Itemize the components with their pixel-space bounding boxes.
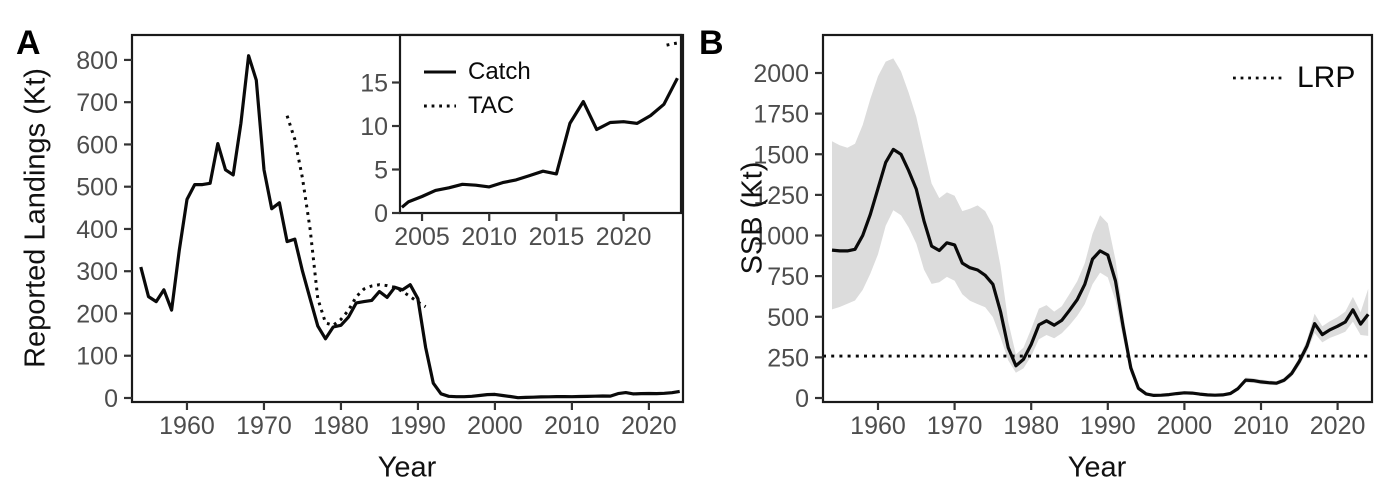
inset-x-tick-label: 2020: [596, 223, 652, 251]
panel_b-y-tick-label: 500: [767, 304, 809, 332]
panel-a-letter: A: [16, 24, 41, 62]
panel-b-x-axis-title: Year: [1067, 451, 1127, 484]
panel_b-x-tick-label: 1960: [850, 412, 906, 440]
panel_b-y-tick-label: 1000: [753, 223, 809, 251]
inset-border: [398, 33, 683, 215]
panel_a-y-tick-label: 0: [104, 385, 118, 413]
panel-b-legend-lrp-label: LRP: [1297, 61, 1356, 94]
inset-series-catch: [400, 77, 679, 209]
panel_a-x-tick-label: 2000: [467, 412, 523, 440]
panel_a-x-tick-label: 1970: [236, 412, 292, 440]
inset-y-tick-label: 10: [360, 113, 388, 141]
panel_a-y-tick-label: 200: [76, 300, 118, 328]
panel-b-y-axis-title: SSB (Kt): [736, 161, 769, 275]
panel_a-series-tac: [285, 115, 427, 327]
panel_a-x-tick-label: 2010: [544, 412, 600, 440]
panel_b-x-tick-label: 1970: [927, 412, 983, 440]
panel_b-y-tick-label: 2000: [753, 60, 809, 88]
panel_a-y-tick-label: 800: [76, 47, 118, 75]
panel-b-letter: B: [699, 24, 724, 62]
panel_a-y-tick-label: 600: [76, 131, 118, 159]
panel_a-x-tick-label: 1960: [159, 412, 215, 440]
panel_a-x-tick-label: 1990: [390, 412, 446, 440]
inset-series-tac: [666, 41, 681, 47]
inset-y-tick-label: 0: [374, 200, 388, 228]
panel_b-x-tick-label: 2020: [1310, 412, 1366, 440]
panel_b-confidence-ribbon: [832, 58, 1369, 397]
panel_b-x-tick-label: 1990: [1080, 412, 1136, 440]
panel_a-x-tick-label: 1980: [313, 412, 369, 440]
panel_b-y-tick-label: 1250: [753, 182, 809, 210]
inset-legend-catch-label: Catch: [468, 58, 531, 85]
panel_b-y-tick-label: 250: [767, 344, 809, 372]
panel_b-x-tick-label: 1980: [1003, 412, 1059, 440]
panel_b-x-tick-label: 2000: [1157, 412, 1213, 440]
panel_a-y-tick-label: 500: [76, 174, 118, 202]
panel_a-y-tick-label: 400: [76, 216, 118, 244]
inset-x-tick-label: 2010: [461, 223, 517, 251]
panel_a-y-tick-label: 700: [76, 89, 118, 117]
panel_b-y-tick-label: 750: [767, 263, 809, 291]
inset-x-tick-label: 2015: [529, 223, 585, 251]
panel_a-x-tick-label: 2020: [621, 412, 677, 440]
inset-legend-tac-label: TAC: [468, 92, 515, 119]
panel_a-y-tick-label: 300: [76, 258, 118, 286]
inset-x-tick-label: 2005: [394, 223, 450, 251]
inset-y-tick-label: 15: [360, 70, 388, 98]
panel_b-y-tick-label: 1750: [753, 101, 809, 129]
panel-a-y-axis-title: Reported Landings (Kt): [19, 68, 52, 368]
panel_b-y-tick-label: 1500: [753, 141, 809, 169]
panel_a-series-catch: [139, 54, 680, 400]
panel_b-y-tick-label: 0: [795, 385, 809, 413]
panel_a-y-tick-label: 100: [76, 343, 118, 371]
panel-a-x-axis-title: Year: [377, 451, 437, 484]
panel_b-border: [821, 33, 1374, 404]
panel_b-x-tick-label: 2010: [1233, 412, 1289, 440]
inset-y-tick-label: 5: [374, 157, 388, 185]
panel_b-series-ssb: [831, 147, 1370, 397]
